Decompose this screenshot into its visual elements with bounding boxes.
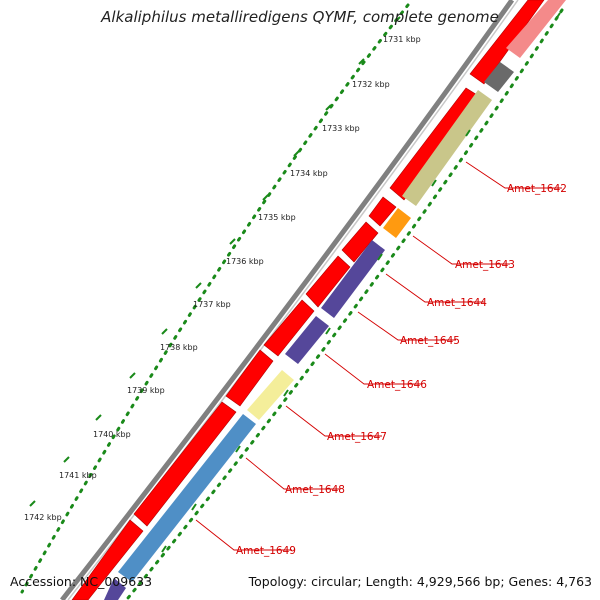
outer-dotted-track <box>20 3 410 594</box>
inner-tick-dashes <box>161 12 561 553</box>
gene-label: Amet_1644 <box>427 297 487 309</box>
gene-label: Amet_1642 <box>507 183 567 195</box>
genome-backbone <box>60 0 515 600</box>
gene-label: Amet_1645 <box>400 335 460 347</box>
outer-tick-dashes <box>29 16 401 507</box>
gene-reverse-light-yellow <box>247 370 294 420</box>
gene-forward-7 <box>225 349 274 407</box>
gene-label: Amet_1648 <box>285 484 345 496</box>
map-title: Alkaliphilus metalliredigens QYMF, compl… <box>101 8 499 26</box>
gene-reverse-purple-1 <box>321 240 385 318</box>
kbp-tick-label: 1731 kbp <box>383 35 421 44</box>
forward-strand-genes <box>71 0 545 600</box>
inner-dotted-track <box>126 8 564 600</box>
gene-forward-9 <box>71 519 144 600</box>
kbp-tick-label: 1734 kbp <box>290 169 328 178</box>
gene-reverse-pink <box>506 0 566 58</box>
gene-reverse-gray <box>484 62 514 92</box>
genome-summary: Topology: circular; Length: 4,929,566 bp… <box>248 574 592 589</box>
gene-forward-5 <box>305 255 351 308</box>
reverse-strand-genes <box>104 0 566 600</box>
gene-reverse-purple-3 <box>104 578 126 600</box>
gene-forward-1 <box>469 0 545 85</box>
gene-forward-3 <box>368 196 397 227</box>
gene-reverse-orange <box>383 208 411 238</box>
gene-forward-6 <box>263 299 315 357</box>
kbp-tick-labels: 1731 kbp 1732 kbp 1733 kbp 1734 kbp 1735… <box>24 35 421 522</box>
gene-forward-8 <box>133 401 237 527</box>
gene-label: Amet_1646 <box>367 379 427 391</box>
kbp-tick-label: 1739 kbp <box>127 386 165 395</box>
kbp-tick-label: 1740 kbp <box>93 430 131 439</box>
kbp-tick-label: 1742 kbp <box>24 513 62 522</box>
gene-reverse-olive <box>402 90 492 206</box>
gene-label: Amet_1647 <box>327 431 387 443</box>
gene-label: Amet_1649 <box>236 545 296 557</box>
gene-label: Amet_1643 <box>455 259 515 271</box>
kbp-tick-label: 1737 kbp <box>193 300 231 309</box>
gene-labels: Amet_1642 Amet_1643 Amet_1644 Amet_1645 … <box>236 183 567 557</box>
kbp-tick-label: 1735 kbp <box>258 213 296 222</box>
kbp-tick-label: 1733 kbp <box>322 124 360 133</box>
gene-callout-lines <box>195 161 562 551</box>
kbp-tick-label: 1732 kbp <box>352 80 390 89</box>
gene-reverse-purple-2 <box>285 316 329 364</box>
kbp-tick-label: 1738 kbp <box>160 343 198 352</box>
kbp-tick-label: 1741 kbp <box>59 471 97 480</box>
gene-reverse-steel-blue <box>118 414 256 582</box>
kbp-tick-label: 1736 kbp <box>226 257 264 266</box>
accession-label: Accession: NC_009633 <box>10 574 153 589</box>
gene-forward-4 <box>341 221 379 263</box>
